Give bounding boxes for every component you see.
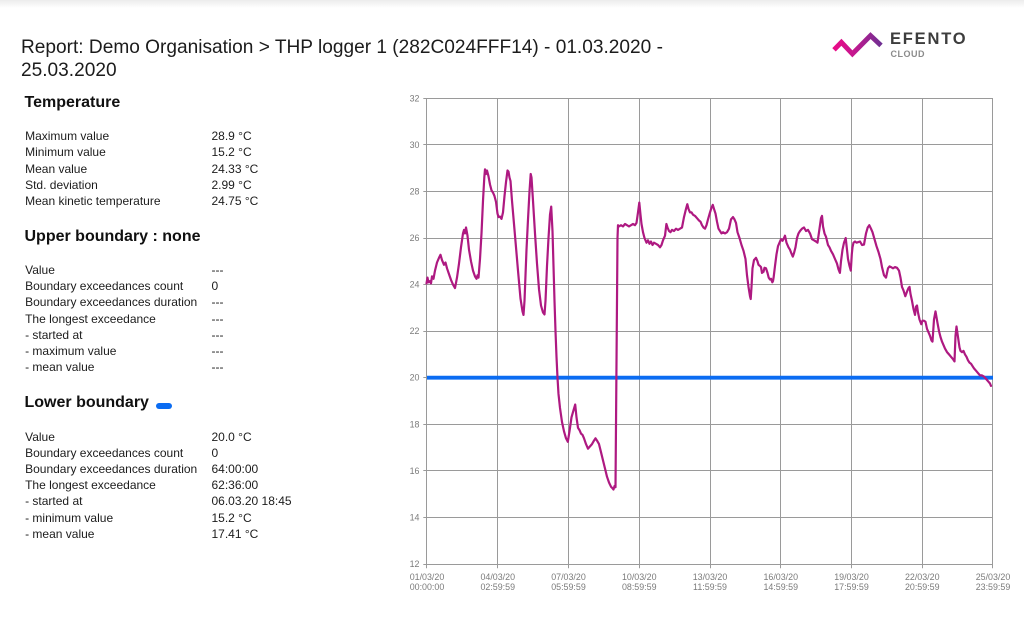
svg-text:19/03/20: 19/03/20	[834, 572, 869, 582]
svg-text:18: 18	[410, 419, 420, 429]
svg-text:20: 20	[410, 373, 420, 383]
svg-text:02:59:59: 02:59:59	[480, 582, 515, 592]
svg-text:17:59:59: 17:59:59	[834, 582, 869, 592]
svg-text:23:59:59: 23:59:59	[976, 582, 1011, 592]
svg-text:10/03/20: 10/03/20	[622, 572, 657, 582]
svg-text:00:00:00: 00:00:00	[410, 582, 445, 592]
svg-text:32: 32	[410, 93, 420, 103]
svg-text:24: 24	[410, 280, 420, 290]
svg-text:05:59:59: 05:59:59	[551, 582, 586, 592]
svg-text:04/03/20: 04/03/20	[480, 572, 515, 582]
svg-text:01/03/20: 01/03/20	[410, 572, 445, 582]
svg-text:30: 30	[410, 140, 420, 150]
svg-text:22/03/20: 22/03/20	[905, 572, 940, 582]
svg-text:08:59:59: 08:59:59	[622, 582, 657, 592]
svg-text:25/03/20: 25/03/20	[976, 572, 1011, 582]
svg-text:13/03/20: 13/03/20	[693, 572, 728, 582]
svg-text:16: 16	[410, 466, 420, 476]
svg-text:07/03/20: 07/03/20	[551, 572, 586, 582]
svg-text:16/03/20: 16/03/20	[763, 572, 798, 582]
svg-text:14:59:59: 14:59:59	[763, 582, 798, 592]
svg-text:12: 12	[410, 559, 420, 569]
svg-text:26: 26	[410, 233, 420, 243]
svg-text:11:59:59: 11:59:59	[693, 582, 727, 592]
svg-text:14: 14	[410, 512, 420, 522]
svg-text:28: 28	[410, 186, 420, 196]
svg-text:22: 22	[410, 326, 420, 336]
svg-text:20:59:59: 20:59:59	[905, 582, 940, 592]
